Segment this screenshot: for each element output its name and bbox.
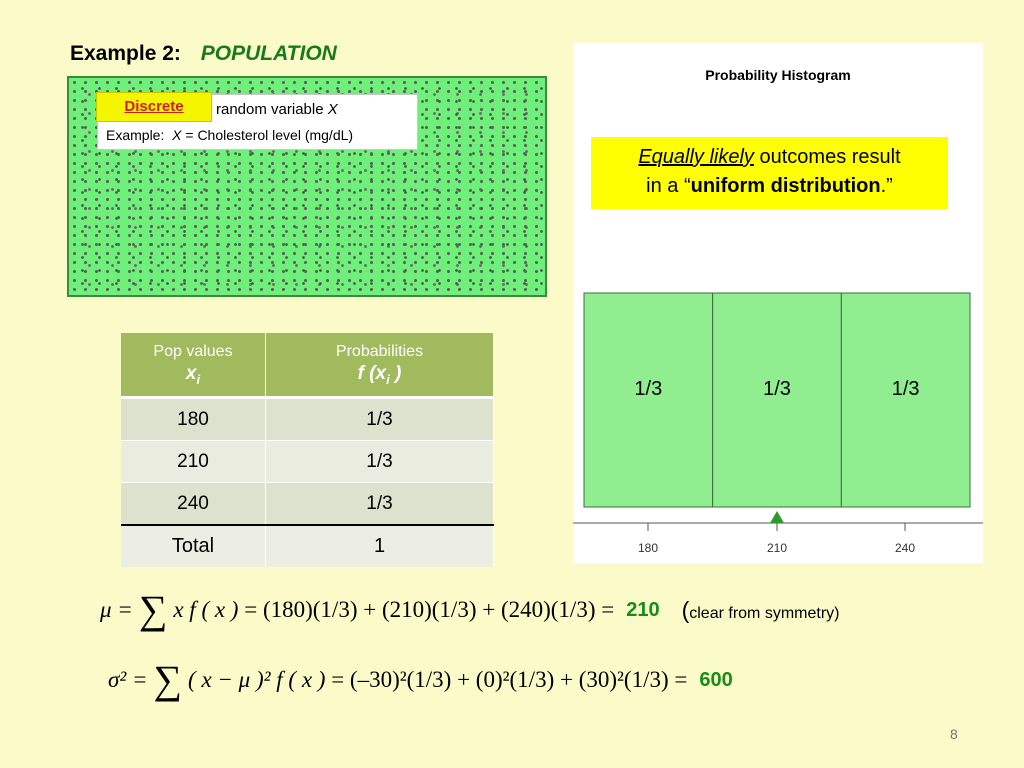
bar-label: 1/3 — [634, 378, 662, 400]
mean-rhs: = (180)(1/3) + (210)(1/3) + (240)(1/3) = — [244, 597, 615, 622]
summation-icon: ∑ — [153, 657, 183, 702]
mean-answer: 210 — [626, 598, 660, 621]
mean-formula: μ = ∑ x f ( x ) = (180)(1/3) + (210)(1/3… — [100, 590, 839, 630]
table-row: 180 1/3 — [121, 396, 494, 441]
random-variable-label: random variable X — [216, 101, 338, 118]
page-number: 8 — [950, 726, 958, 742]
slide-title: Example 2: POPULATION — [70, 42, 337, 66]
variance-expr: ( x − μ )² f ( x ) — [188, 667, 326, 692]
cell-x: 240 — [121, 482, 266, 525]
histogram-bar — [712, 292, 842, 508]
variance-rhs: = (–30)²(1/3) + (0)²(1/3) + (30)²(1/3) = — [331, 667, 688, 692]
symmetry-note: (clear from symmetry) — [681, 596, 840, 623]
slide-title-text: Example 2: — [70, 42, 181, 65]
uniform-callout: Equally likely outcomes result in a “uni… — [591, 137, 948, 209]
cell-p: 1/3 — [265, 440, 494, 483]
rv-symbol: X — [327, 101, 338, 118]
example-line: Example: X = Cholesterol level (mg/dL) — [106, 127, 353, 143]
table-row: 210 1/3 — [121, 440, 494, 483]
slide-subtitle: POPULATION — [200, 42, 337, 65]
example-label: Example: — [106, 127, 165, 143]
cell-p: 1/3 — [265, 396, 494, 441]
callout-text2: in a “ — [646, 175, 691, 197]
summation-icon: ∑ — [138, 587, 168, 632]
mean-lhs: μ = — [100, 597, 133, 622]
bar-label: 1/3 — [763, 378, 791, 400]
variance-answer: 600 — [699, 668, 733, 691]
callout-bold: uniform distribution — [690, 175, 881, 197]
histogram-panel: Probability Histogram 1/3 1/3 1/3 180 210 240… — [573, 43, 983, 563]
bar-label: 1/3 — [892, 378, 920, 400]
population-table: Pop values xi Probabilities f (xi ) 180 … — [121, 333, 494, 567]
col1-header: Pop values — [153, 342, 233, 360]
col2-symbol: f (xi ) — [357, 362, 402, 387]
cell-x: 180 — [121, 396, 266, 441]
histogram-bar — [583, 292, 714, 508]
cell-x: 210 — [121, 440, 266, 483]
total-value: 1 — [265, 524, 494, 567]
col1-symbol: xi — [185, 362, 201, 387]
total-label: Total — [121, 524, 266, 567]
table-total-row: Total 1 — [121, 524, 494, 567]
histogram-chart: 1/3 1/3 1/3 180 210 240 — [573, 292, 983, 555]
example-text: = Cholesterol level (mg/dL) — [185, 127, 354, 143]
callout-underlined: Equally likely — [638, 146, 754, 168]
discrete-tag: Discrete — [96, 92, 212, 122]
mean-marker-icon — [770, 511, 784, 523]
histogram-title: Probability Histogram — [705, 67, 851, 83]
mean-expr: x f ( x ) — [173, 597, 239, 622]
col-header-pop-values: Pop values xi — [121, 333, 266, 398]
callout-end: .” — [880, 175, 893, 197]
x-tick-label: 240 — [895, 541, 915, 555]
variance-formula: σ² = ∑ ( x − μ )² f ( x ) = (–30)²(1/3) … — [108, 660, 733, 700]
rv-text: random variable — [216, 101, 324, 118]
col2-header: Probabilities — [335, 342, 424, 360]
table-row: 240 1/3 — [121, 482, 494, 525]
callout-text1: outcomes result — [753, 146, 901, 168]
label-panel — [97, 94, 418, 150]
example-symbol: X — [172, 127, 182, 143]
variance-lhs: σ² = — [108, 667, 148, 692]
col-header-probabilities: Probabilities f (xi ) — [265, 333, 494, 398]
x-tick-label: 210 — [767, 541, 787, 555]
x-tick-label: 180 — [638, 541, 658, 555]
histogram-bar — [840, 292, 971, 508]
cell-p: 1/3 — [265, 482, 494, 525]
